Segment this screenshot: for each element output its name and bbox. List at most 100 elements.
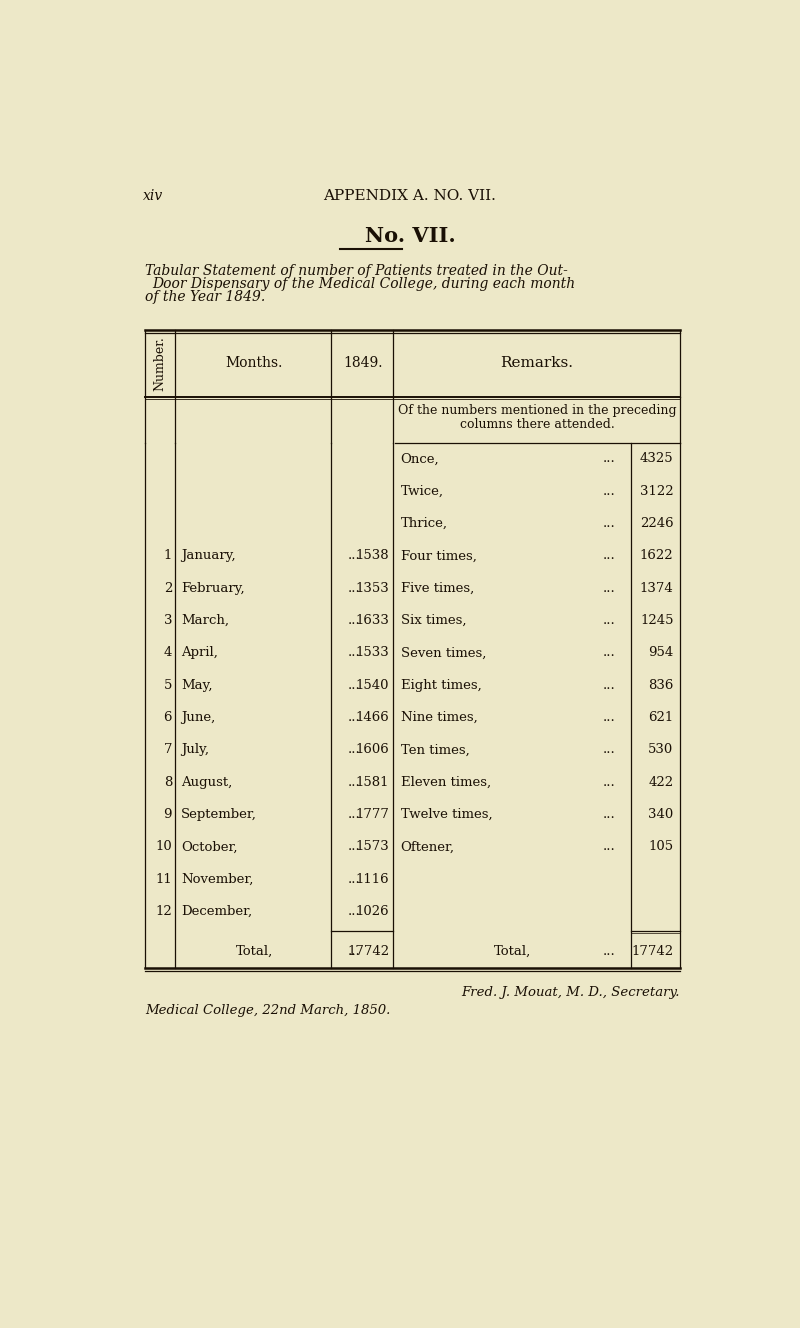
Text: 4: 4	[164, 647, 172, 660]
Text: April,: April,	[182, 647, 218, 660]
Text: Oftener,: Oftener,	[401, 841, 454, 854]
Text: 2246: 2246	[640, 517, 674, 530]
Text: 1: 1	[164, 550, 172, 563]
Text: ...: ...	[348, 679, 361, 692]
Text: 2: 2	[164, 582, 172, 595]
Text: 1353: 1353	[355, 582, 389, 595]
Text: Total,: Total,	[235, 946, 273, 959]
Text: 1622: 1622	[640, 550, 674, 563]
Text: 7: 7	[163, 744, 172, 757]
Text: ...: ...	[603, 614, 615, 627]
Text: March,: March,	[182, 614, 230, 627]
Text: 1573: 1573	[355, 841, 389, 854]
Text: ...: ...	[603, 809, 615, 821]
Text: Six times,: Six times,	[401, 614, 466, 627]
Text: Of the numbers mentioned in the preceding: Of the numbers mentioned in the precedin…	[398, 404, 677, 417]
Text: 621: 621	[648, 710, 674, 724]
Text: Fred. J. Mouat, M. D., Secretary.: Fred. J. Mouat, M. D., Secretary.	[462, 985, 680, 999]
Text: 1581: 1581	[355, 776, 389, 789]
Text: 17742: 17742	[347, 946, 389, 959]
Text: Nine times,: Nine times,	[401, 710, 478, 724]
Text: ...: ...	[348, 550, 361, 563]
Text: 6: 6	[163, 710, 172, 724]
Text: ...: ...	[348, 582, 361, 595]
Text: 17742: 17742	[631, 946, 674, 959]
Text: May,: May,	[182, 679, 213, 692]
Text: ...: ...	[348, 841, 361, 854]
Text: ...: ...	[348, 809, 361, 821]
Text: 422: 422	[648, 776, 674, 789]
Text: August,: August,	[182, 776, 233, 789]
Text: Number.: Number.	[154, 336, 166, 390]
Text: Door Dispensary of the Medical College, during each month: Door Dispensary of the Medical College, …	[153, 278, 576, 291]
Text: Eleven times,: Eleven times,	[401, 776, 491, 789]
Text: 12: 12	[155, 906, 172, 918]
Text: Ten times,: Ten times,	[401, 744, 470, 757]
Text: Four times,: Four times,	[401, 550, 477, 563]
Text: ...: ...	[603, 485, 615, 498]
Text: 11: 11	[155, 872, 172, 886]
Text: December,: December,	[182, 906, 253, 918]
Text: of the Year 1849.: of the Year 1849.	[145, 291, 266, 304]
Text: 1777: 1777	[355, 809, 389, 821]
Text: 836: 836	[648, 679, 674, 692]
Text: 3: 3	[163, 614, 172, 627]
Text: ...: ...	[348, 946, 361, 959]
Text: July,: July,	[182, 744, 210, 757]
Text: 9: 9	[163, 809, 172, 821]
Text: ...: ...	[348, 776, 361, 789]
Text: ...: ...	[348, 906, 361, 918]
Text: 1245: 1245	[640, 614, 674, 627]
Text: ...: ...	[603, 946, 615, 959]
Text: 1374: 1374	[640, 582, 674, 595]
Text: 3122: 3122	[640, 485, 674, 498]
Text: Thrice,: Thrice,	[401, 517, 448, 530]
Text: ...: ...	[348, 647, 361, 660]
Text: Twice,: Twice,	[401, 485, 444, 498]
Text: 1026: 1026	[355, 906, 389, 918]
Text: 10: 10	[155, 841, 172, 854]
Text: 1533: 1533	[355, 647, 389, 660]
Text: Seven times,: Seven times,	[401, 647, 486, 660]
Text: June,: June,	[182, 710, 216, 724]
Text: 1849.: 1849.	[343, 356, 382, 371]
Text: Remarks.: Remarks.	[501, 356, 574, 371]
Text: 1538: 1538	[355, 550, 389, 563]
Text: columns there attended.: columns there attended.	[460, 418, 614, 430]
Text: ...: ...	[603, 710, 615, 724]
Text: January,: January,	[182, 550, 236, 563]
Text: 5: 5	[164, 679, 172, 692]
Text: APPENDIX A. NO. VII.: APPENDIX A. NO. VII.	[323, 190, 497, 203]
Text: ...: ...	[348, 710, 361, 724]
Text: 954: 954	[648, 647, 674, 660]
Text: No. VII.: No. VII.	[365, 226, 455, 247]
Text: xiv: xiv	[142, 190, 163, 203]
Text: ...: ...	[603, 841, 615, 854]
Text: November,: November,	[182, 872, 254, 886]
Text: Tabular Statement of number of Patients treated in the Out-: Tabular Statement of number of Patients …	[145, 264, 568, 278]
Text: 105: 105	[648, 841, 674, 854]
Text: ...: ...	[348, 872, 361, 886]
Text: Twelve times,: Twelve times,	[401, 809, 492, 821]
Text: 340: 340	[648, 809, 674, 821]
Text: Total,: Total,	[494, 946, 531, 959]
Text: February,: February,	[182, 582, 245, 595]
Text: 8: 8	[164, 776, 172, 789]
Text: Once,: Once,	[401, 453, 439, 465]
Text: ...: ...	[603, 582, 615, 595]
Text: 530: 530	[648, 744, 674, 757]
Text: ...: ...	[603, 517, 615, 530]
Text: 1466: 1466	[355, 710, 389, 724]
Text: 4325: 4325	[640, 453, 674, 465]
Text: October,: October,	[182, 841, 238, 854]
Text: ...: ...	[348, 614, 361, 627]
Text: Eight times,: Eight times,	[401, 679, 482, 692]
Text: Five times,: Five times,	[401, 582, 474, 595]
Text: 1540: 1540	[355, 679, 389, 692]
Text: September,: September,	[182, 809, 258, 821]
Text: 1116: 1116	[355, 872, 389, 886]
Text: ...: ...	[603, 453, 615, 465]
Text: 1606: 1606	[355, 744, 389, 757]
Text: 1633: 1633	[355, 614, 389, 627]
Text: ...: ...	[603, 647, 615, 660]
